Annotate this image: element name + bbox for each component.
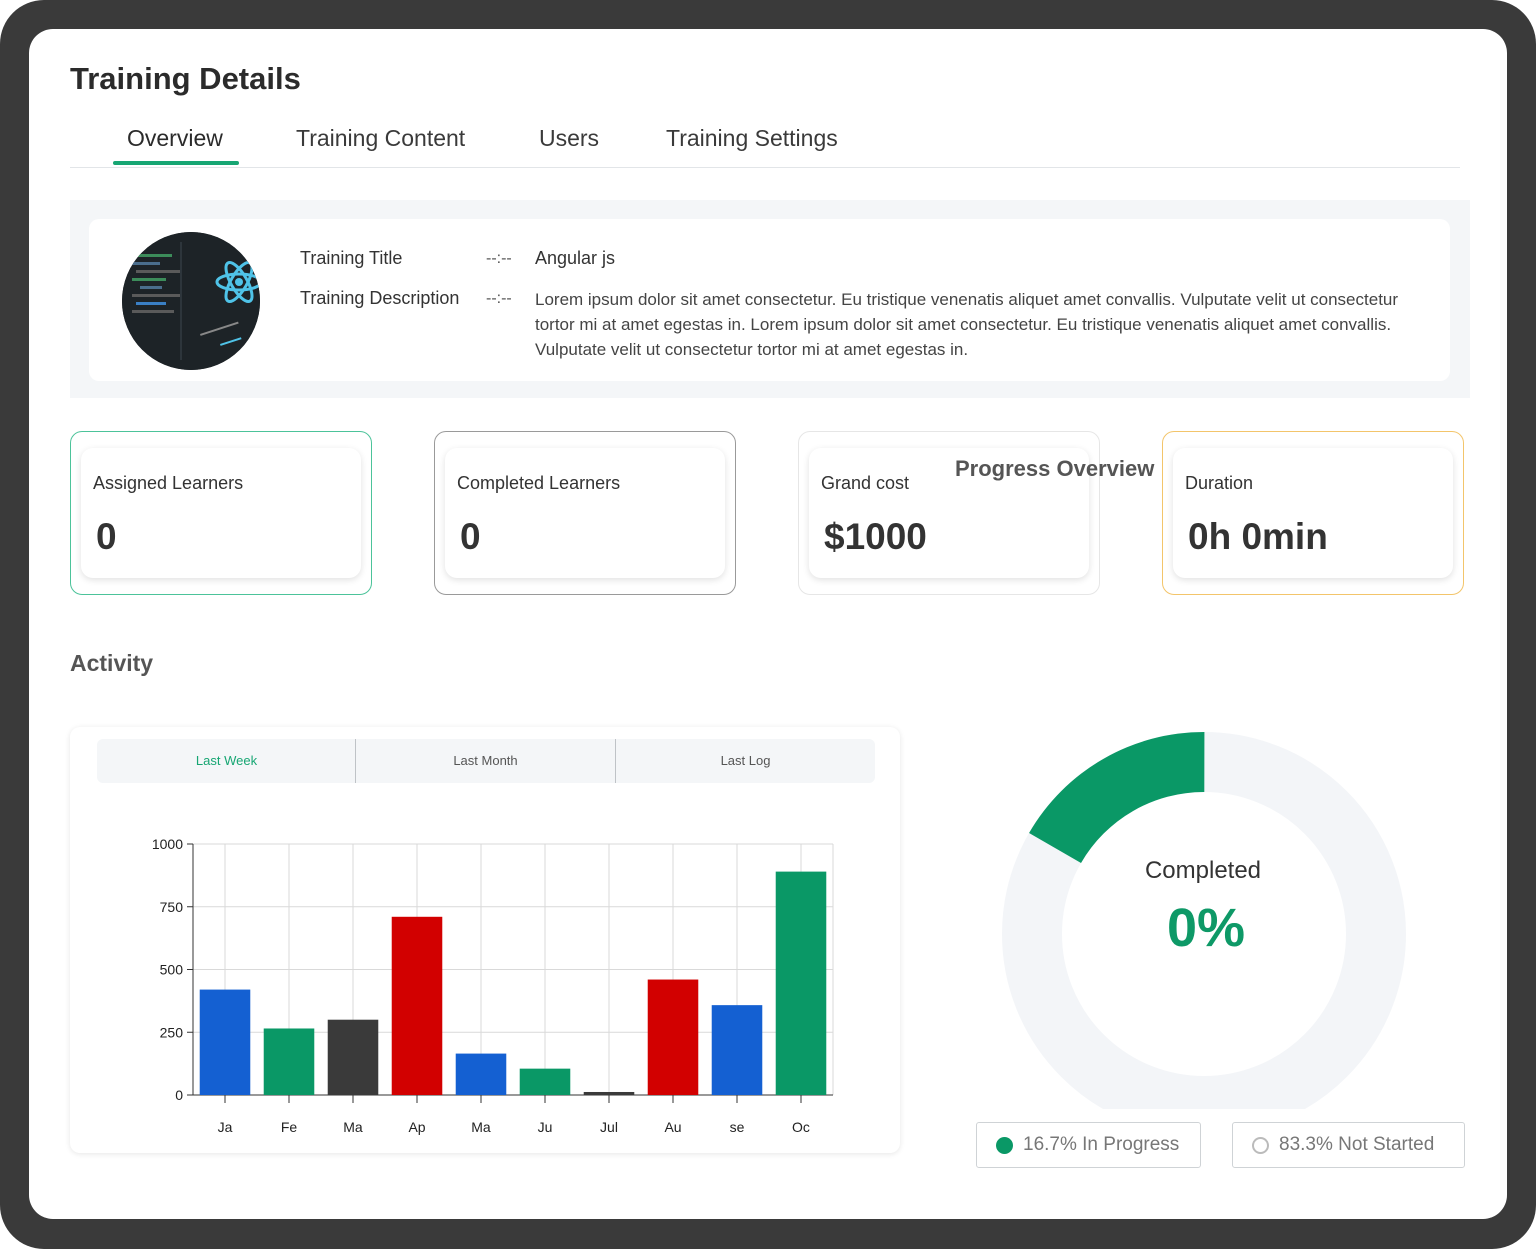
range-last-week[interactable]: Last Week: [195, 753, 258, 768]
bar-apr: [391, 916, 443, 1095]
x-tick-label: Ju: [538, 1119, 553, 1135]
x-tick-label: y: [478, 1136, 485, 1139]
active-tab-indicator: [113, 161, 239, 165]
x-tick-label: n: [541, 1136, 549, 1139]
legend-in-progress: 16.7% In Progress: [976, 1122, 1201, 1168]
range-last-month[interactable]: Last Month: [453, 753, 518, 768]
activity-range-selector: Last Week Last Month Last Log: [97, 739, 875, 783]
assigned-learners-value: 0: [96, 516, 117, 557]
y-tick-label: 500: [160, 962, 184, 978]
progress-overview-title: Progress Overview: [955, 456, 1155, 481]
training-description-value: Lorem ipsum dolor sit amet consectetur. …: [535, 290, 1399, 359]
x-tick-label: b: [285, 1136, 293, 1139]
x-tick-label: Ma: [343, 1119, 363, 1135]
app-screen: Training Details Overview Training Conte…: [29, 29, 1507, 1219]
training-description-separator: --:--: [486, 290, 512, 307]
x-tick-label: r: [351, 1136, 356, 1139]
grand-cost-card: [809, 448, 1089, 578]
legend-in-progress-text: 16.7% In Progress: [1023, 1134, 1180, 1155]
tab-users[interactable]: Users: [539, 125, 600, 151]
x-tick-label: Jul: [600, 1119, 618, 1135]
donut-center-label: Completed: [1144, 857, 1262, 884]
tab-training-settings[interactable]: Training Settings: [666, 125, 838, 151]
progress-donut-chart: [1002, 732, 1406, 1109]
training-title-separator: --:--: [486, 250, 512, 267]
bar-sep: [711, 1005, 763, 1095]
bar-feb: [263, 1028, 315, 1095]
y-tick-label: 250: [160, 1024, 184, 1040]
donut-center-value: 0%: [1166, 898, 1246, 958]
duration-label: Duration: [1185, 473, 1254, 493]
tab-training-content[interactable]: Training Content: [296, 125, 466, 151]
x-tick-label: t: [799, 1136, 803, 1139]
training-info-card: [89, 219, 1450, 381]
x-tick-label: Ja: [218, 1119, 233, 1135]
duration-value: 0h 0min: [1188, 516, 1328, 557]
legend-not-started: 83.3% Not Started: [1232, 1122, 1465, 1168]
range-last-log[interactable]: Last Log: [720, 753, 771, 768]
x-tick-label: Fe: [281, 1119, 298, 1135]
bar-jun: [519, 1068, 571, 1095]
training-title-value: Angular js: [535, 248, 616, 268]
y-tick-label: 1000: [152, 836, 183, 852]
x-tick-label: p: [733, 1136, 741, 1139]
x-tick-label: Oc: [792, 1119, 810, 1135]
activity-title: Activity: [70, 650, 154, 676]
x-tick-label: se: [730, 1119, 745, 1135]
tab-bar: Overview Training Content Users Training…: [70, 125, 1460, 168]
bar-may: [455, 1053, 507, 1095]
not-started-dot-icon: [1252, 1137, 1269, 1154]
completed-learners-card: [445, 448, 725, 578]
training-title-label: Training Title: [300, 248, 403, 268]
x-tick-label: Au: [664, 1119, 681, 1135]
tab-overview[interactable]: Overview: [127, 125, 223, 151]
bar-jan: [199, 989, 251, 1095]
x-tick-label: Ap: [408, 1119, 425, 1135]
duration-card: [1173, 448, 1453, 578]
training-description-label: Training Description: [300, 288, 460, 308]
y-tick-label: 0: [175, 1087, 183, 1103]
bar-aug: [647, 979, 699, 1095]
completed-learners-value: 0: [460, 516, 481, 557]
assigned-learners-card: [81, 448, 361, 578]
grand-cost-value: $1000: [824, 516, 927, 557]
x-tick-label: Ma: [471, 1119, 491, 1135]
bar-mar: [327, 1019, 379, 1095]
training-thumbnail: [122, 232, 260, 370]
range-divider: [355, 739, 356, 783]
grand-cost-label: Grand cost: [821, 473, 910, 493]
completed-learners-label: Completed Learners: [457, 473, 621, 493]
assigned-learners-label: Assigned Learners: [93, 473, 244, 493]
range-divider: [615, 739, 616, 783]
x-tick-label: r: [415, 1136, 420, 1139]
legend-not-started-text: 83.3% Not Started: [1279, 1134, 1435, 1155]
x-tick-label: g: [669, 1136, 677, 1139]
x-tick-label: n: [221, 1136, 229, 1139]
page-title: Training Details: [70, 61, 301, 96]
donut-completed-arc: [1029, 732, 1205, 863]
bar-oct: [775, 871, 827, 1095]
activity-bar-chart: 02505007501000JanFebMarAprMayJunJulAugse…: [152, 836, 834, 1139]
y-tick-label: 750: [160, 899, 184, 915]
bar-jul: [583, 1091, 635, 1095]
in-progress-dot-icon: [996, 1137, 1013, 1154]
